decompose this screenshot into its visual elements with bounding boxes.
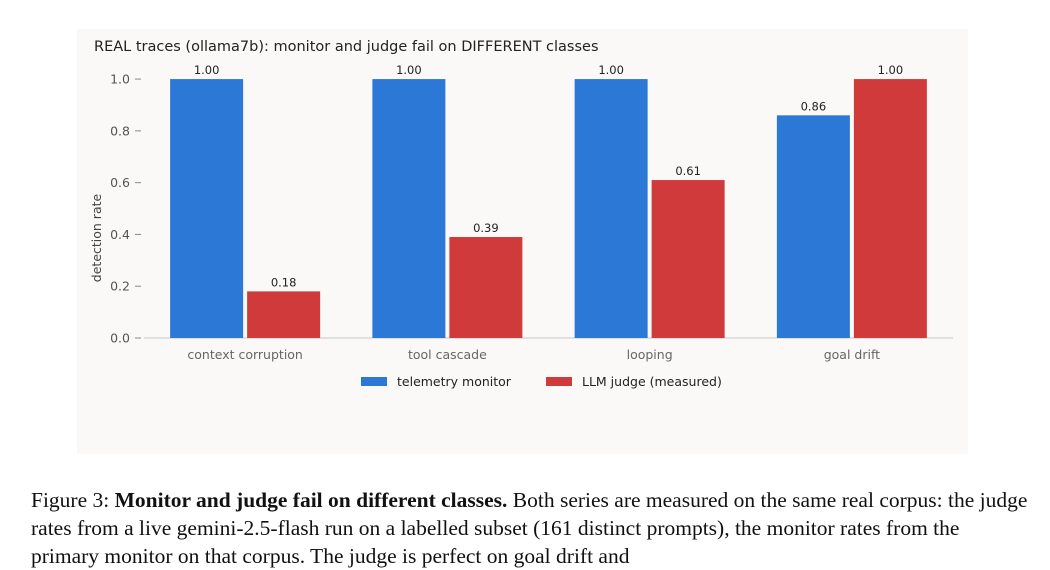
- legend-swatch: [546, 377, 572, 386]
- bar: [247, 291, 321, 338]
- bar: [853, 79, 927, 339]
- bar-value-label: 0.39: [473, 221, 499, 235]
- bar-value-label: 1.00: [598, 63, 624, 77]
- bar: [170, 79, 244, 339]
- y-tick-label: 0.8: [110, 123, 130, 138]
- bar-value-label: 1.00: [396, 63, 422, 77]
- x-tick-label: context corruption: [187, 347, 302, 362]
- x-tick-label: tool cascade: [408, 347, 487, 362]
- bar: [776, 115, 850, 338]
- bar: [651, 180, 725, 338]
- bar-value-label: 0.61: [675, 164, 701, 178]
- bar-value-label: 0.18: [271, 275, 297, 289]
- bar: [372, 79, 446, 339]
- bar-value-label: 0.86: [801, 99, 827, 113]
- caption-prefix: Figure 3:: [31, 488, 115, 512]
- y-tick-label: 0.0: [110, 331, 130, 346]
- legend-label: telemetry monitor: [397, 374, 512, 389]
- figure-caption: Figure 3: Monitor and judge fail on diff…: [31, 486, 1031, 570]
- bar-value-label: 1.00: [878, 63, 904, 77]
- y-tick-label: 0.4: [110, 227, 130, 242]
- y-tick-label: 1.0: [110, 72, 130, 87]
- x-tick-label: goal drift: [824, 347, 880, 362]
- chart-title: REAL traces (ollama7b): monitor and judg…: [94, 39, 599, 55]
- legend-label: LLM judge (measured): [582, 374, 722, 389]
- bar-chart: REAL traces (ollama7b): monitor and judg…: [89, 39, 953, 389]
- caption-bold: Monitor and judge fail on different clas…: [114, 488, 508, 512]
- legend-swatch: [361, 377, 387, 386]
- y-tick-label: 0.6: [110, 175, 130, 190]
- y-tick-label: 0.2: [110, 279, 130, 294]
- y-axis-label: detection rate: [89, 193, 104, 282]
- bar-value-label: 1.00: [194, 63, 220, 77]
- bar: [574, 79, 648, 339]
- x-tick-label: looping: [627, 347, 673, 362]
- bar: [449, 237, 523, 338]
- figure-panel: REAL traces (ollama7b): monitor and judg…: [77, 29, 968, 454]
